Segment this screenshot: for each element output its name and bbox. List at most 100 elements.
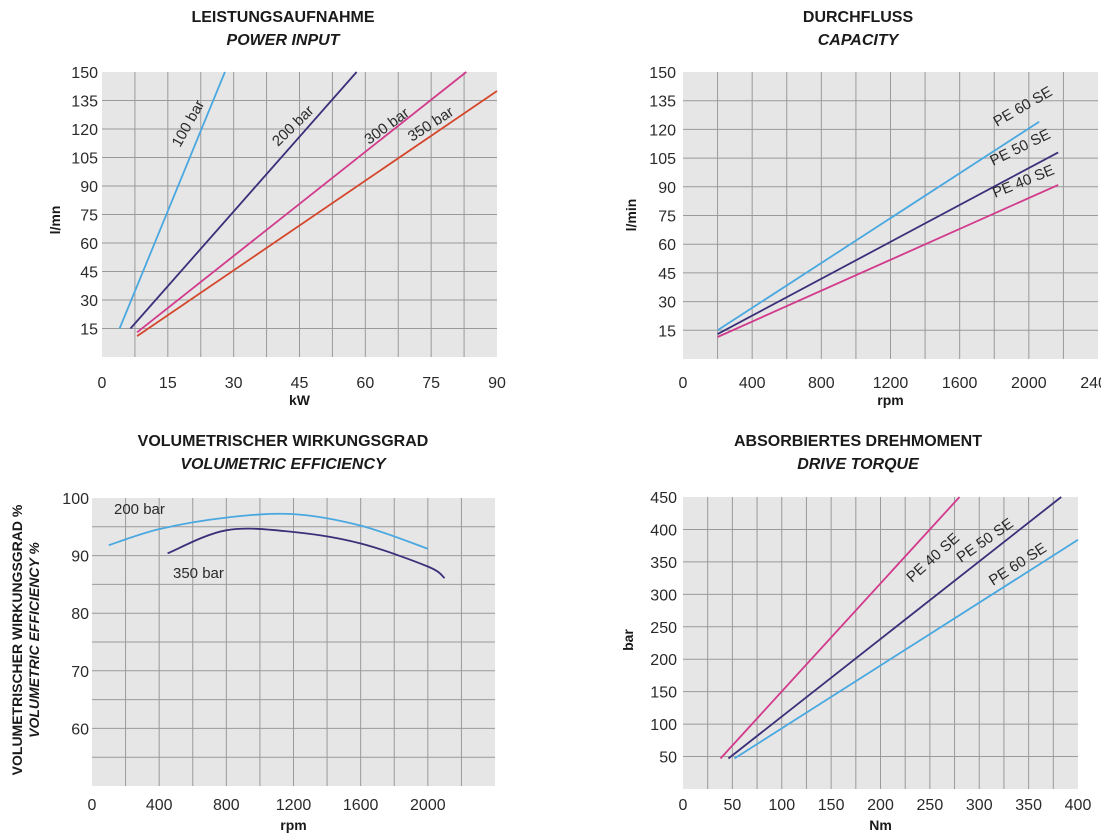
x-tick-label: 150: [818, 797, 845, 814]
chart-1: LEISTUNGSAUFNAHME POWER INPUT 0 15 30 45 60 75 9…: [47, 9, 506, 408]
y-tick-label: 105: [649, 151, 676, 168]
x-tick-label: 400: [739, 375, 766, 392]
y-tick-label: 250: [650, 620, 677, 637]
y-tick-label: 400: [650, 522, 677, 539]
x-tick-label: 1600: [343, 797, 379, 814]
y-tick-label: 80: [71, 606, 89, 623]
x-tick-label: 250: [917, 797, 944, 814]
series-line: [136, 90, 498, 337]
grid: [683, 497, 1078, 789]
y-tick-label: 60: [80, 236, 98, 253]
chart-subtitle: CAPACITY: [818, 32, 900, 49]
x-tick-label: 0: [679, 797, 688, 814]
y-tick-label: 45: [658, 266, 676, 283]
chart-4: ABSORBIERTES DREHMOMENT DRIVE TORQUE 0 50 10…: [620, 433, 1091, 833]
x-tick-label: 2400: [1080, 375, 1101, 392]
chart-subtitle: POWER INPUT: [227, 32, 341, 49]
series-line: [167, 527, 446, 579]
x-tick-label: 50: [723, 797, 741, 814]
chart-title: VOLUMETRISCHER WIRKUNGSGRAD: [138, 433, 429, 450]
x-tick-label: 200: [867, 797, 894, 814]
x-tick-label: 15: [159, 375, 177, 392]
y-tick-label: 200: [650, 652, 677, 669]
y-tick-label: 50: [659, 750, 677, 767]
series-line: [108, 512, 429, 550]
x-tick-label: 800: [808, 375, 835, 392]
y-tick-label: 150: [650, 685, 677, 702]
y-tick-label: 90: [71, 549, 89, 566]
series-label: 200 bar: [114, 501, 165, 518]
series-line: [727, 496, 1062, 760]
x-tick-label: 45: [291, 375, 309, 392]
y-tick-label: 100: [62, 491, 89, 508]
y-axis-label: l/mn: [47, 206, 63, 235]
y-axis-label-secondary: VOLUMETRIC EFFICIENCY %: [26, 542, 42, 738]
x-tick-label: 300: [966, 797, 993, 814]
series-line: [136, 71, 467, 334]
x-tick-label: 0: [98, 375, 107, 392]
series-label: 350 bar: [173, 565, 224, 582]
x-tick-label: 60: [356, 375, 374, 392]
y-tick-label: 150: [649, 65, 676, 82]
chart-subtitle: DRIVE TORQUE: [797, 456, 920, 473]
series-line: [717, 184, 1059, 338]
y-tick-label: 105: [71, 151, 98, 168]
x-axis-label: Nm: [869, 817, 892, 833]
y-axis-label: l/min: [623, 199, 639, 232]
chart-2: DURCHFLUSS CAPACITY 0 400 800 1200 1600 2000 240…: [623, 9, 1101, 408]
y-tick-label: 450: [650, 490, 677, 507]
grid: [683, 72, 1098, 359]
y-tick-label: 90: [658, 180, 676, 197]
series-line: [733, 539, 1079, 760]
y-tick-label: 45: [80, 265, 98, 282]
chart-title: ABSORBIERTES DREHMOMENT: [734, 433, 982, 450]
chart-title: DURCHFLUSS: [803, 9, 914, 26]
x-tick-label: 400: [1065, 797, 1092, 814]
x-tick-label: 400: [146, 797, 173, 814]
y-tick-label: 135: [71, 94, 98, 111]
x-axis-label: kW: [289, 392, 311, 408]
y-tick-label: 60: [658, 237, 676, 254]
y-tick-label: 135: [649, 94, 676, 111]
y-tick-label: 300: [650, 587, 677, 604]
series-line: [719, 496, 961, 760]
x-tick-label: 350: [1015, 797, 1042, 814]
x-tick-label: 75: [422, 375, 440, 392]
y-tick-label: 15: [658, 323, 676, 340]
y-tick-label: 150: [71, 65, 98, 82]
x-axis-label: rpm: [877, 392, 903, 408]
chart-title: LEISTUNGSAUFNAHME: [191, 9, 374, 26]
y-tick-label: 100: [650, 717, 677, 734]
x-tick-label: 1200: [873, 375, 909, 392]
y-tick-label: 60: [71, 721, 89, 738]
grid: [92, 498, 495, 786]
y-tick-label: 70: [71, 664, 89, 681]
y-tick-label: 30: [658, 295, 676, 312]
y-tick-label: 15: [80, 322, 98, 339]
chart-subtitle: VOLUMETRIC EFFICIENCY: [180, 456, 387, 473]
y-tick-label: 75: [80, 208, 98, 225]
x-tick-label: 100: [768, 797, 795, 814]
y-tick-label: 120: [649, 122, 676, 139]
x-tick-label: 1600: [942, 375, 978, 392]
y-tick-label: 30: [80, 293, 98, 310]
y-tick-label: 90: [80, 179, 98, 196]
series-line: [129, 71, 358, 330]
series-line: [118, 71, 226, 329]
chart-3: VOLUMETRISCHER WIRKUNGSGRAD VOLUMETRIC EF…: [9, 433, 495, 833]
x-tick-label: 2000: [410, 797, 446, 814]
x-tick-label: 0: [679, 375, 688, 392]
y-tick-label: 120: [71, 122, 98, 139]
x-tick-label: 2000: [1011, 375, 1047, 392]
y-tick-label: 75: [658, 209, 676, 226]
x-axis-label: rpm: [280, 817, 306, 833]
x-tick-label: 0: [88, 797, 97, 814]
x-tick-label: 1200: [276, 797, 312, 814]
x-tick-label: 30: [225, 375, 243, 392]
y-axis-label: VOLUMETRISCHER WIRKUNGSGRAD %: [9, 504, 25, 775]
y-axis-label: bar: [620, 629, 636, 651]
series-line: [717, 151, 1059, 335]
y-tick-label: 350: [650, 555, 677, 572]
x-tick-label: 800: [213, 797, 240, 814]
series-line: [717, 120, 1040, 332]
